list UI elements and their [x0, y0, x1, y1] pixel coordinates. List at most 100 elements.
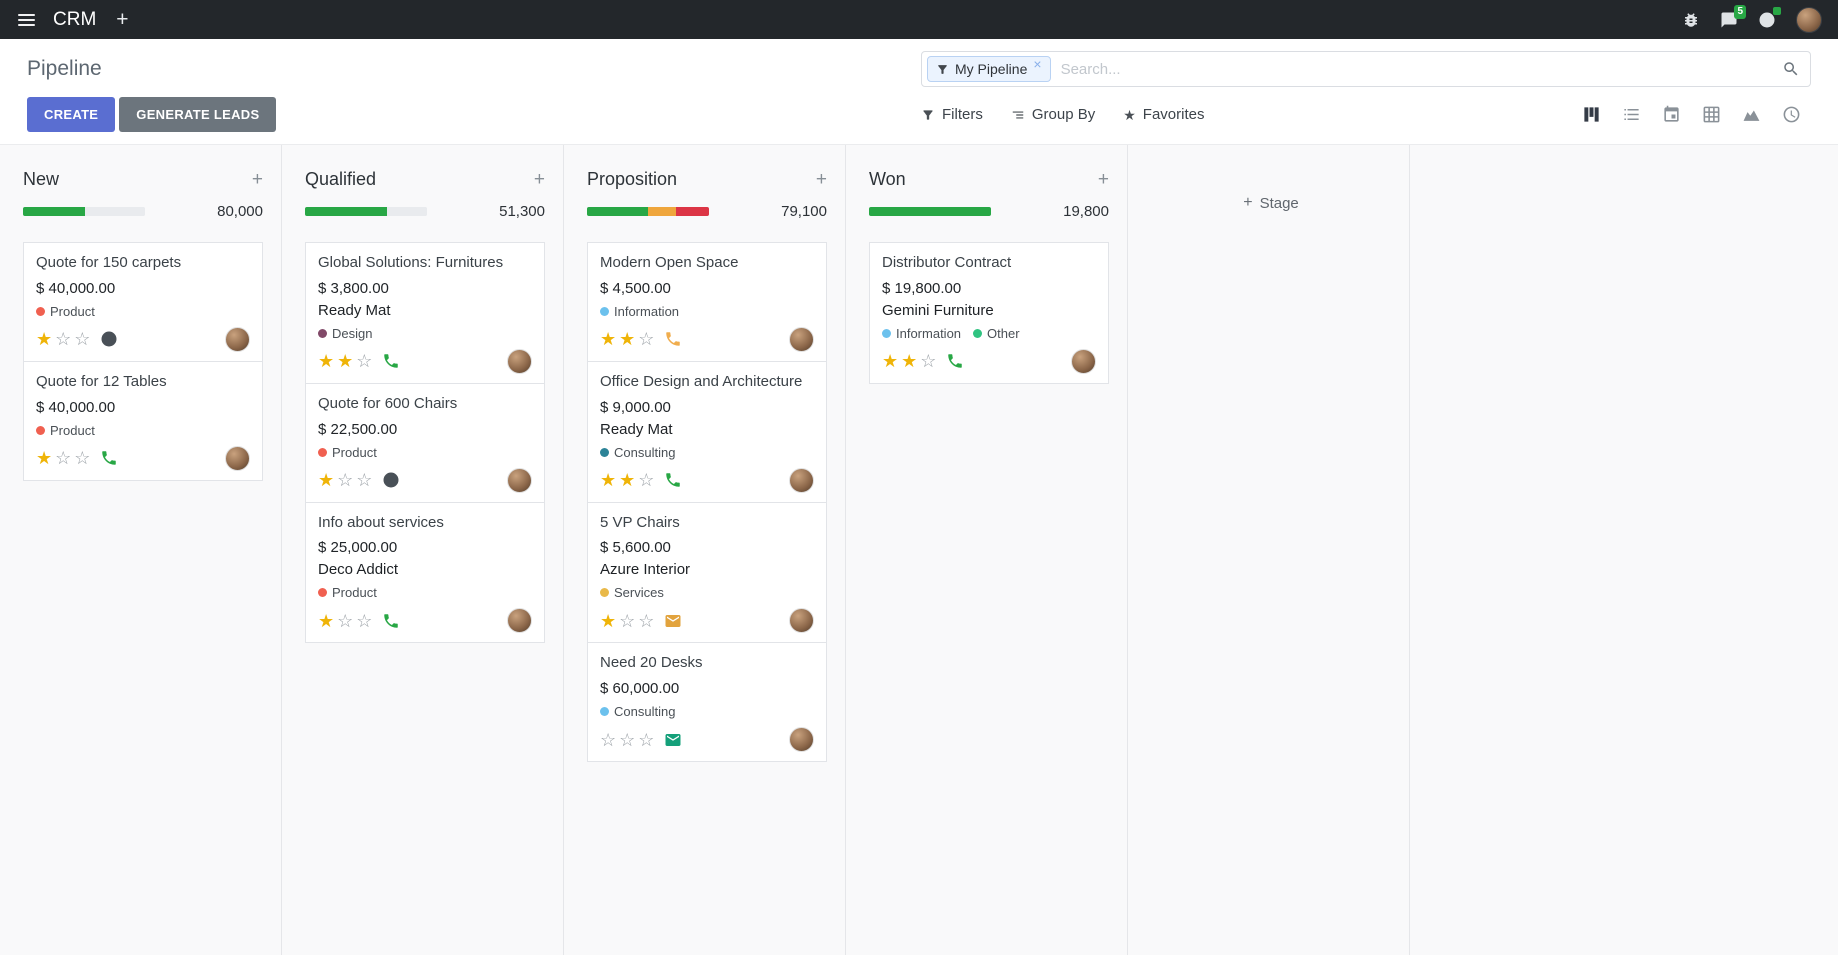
activity-email-icon[interactable] [664, 731, 682, 749]
kanban-card[interactable]: Need 20 Desks $ 60,000.00 Consulting ☆ ☆ ☆ [587, 642, 827, 762]
star-icon: ★ [619, 329, 636, 350]
activity-clock-icon[interactable] [382, 471, 400, 489]
card-amount: $ 60,000.00 [600, 680, 680, 697]
kanban-card[interactable]: Distributor Contract $ 19,800.00 Gemini … [869, 242, 1109, 384]
progress-segment[interactable] [676, 207, 709, 216]
card-amount: $ 9,000.00 [600, 398, 671, 416]
search-icon[interactable] [1782, 60, 1800, 78]
priority-stars[interactable]: ★ ★ ☆ [600, 471, 654, 489]
create-button[interactable]: CREATE [27, 97, 116, 132]
progress-segment[interactable] [85, 207, 145, 216]
priority-stars[interactable]: ★ ☆ ☆ [600, 612, 654, 630]
tag-color-dot [36, 306, 45, 316]
quick-add-icon[interactable]: + [1097, 169, 1109, 190]
salesperson-avatar[interactable] [789, 727, 814, 752]
column-progressbar[interactable] [869, 207, 991, 216]
apps-menu-icon[interactable] [16, 10, 37, 30]
kanban-card[interactable]: Office Design and Architecture $ 9,000.0… [587, 360, 827, 503]
activity-phone-icon[interactable] [946, 352, 964, 370]
card-partner: Ready Mat [318, 301, 391, 319]
column-progressbar[interactable] [305, 207, 427, 216]
salesperson-avatar[interactable] [507, 348, 532, 374]
salesperson-avatar[interactable] [789, 326, 814, 352]
add-menu-icon[interactable]: + [116, 8, 129, 31]
progress-segment[interactable] [305, 207, 387, 216]
salesperson-avatar[interactable] [1071, 348, 1096, 374]
generate-leads-button[interactable]: GENERATE LEADS [119, 97, 277, 132]
priority-stars[interactable]: ★ ☆ ☆ [318, 612, 372, 630]
star-icon: ☆ [337, 470, 354, 490]
tag-color-dot [318, 447, 327, 457]
quick-add-icon[interactable]: + [815, 169, 827, 190]
kanban-card[interactable]: Quote for 150 carpets $ 40,000.00 Produc… [23, 242, 263, 362]
activity-phone-icon[interactable] [664, 330, 682, 348]
graph-view-button[interactable] [1731, 99, 1771, 131]
quick-add-icon[interactable]: + [533, 169, 545, 190]
salesperson-avatar[interactable] [225, 326, 250, 352]
calendar-view-button[interactable] [1651, 99, 1691, 131]
group-by-button[interactable]: Group By [1011, 106, 1095, 123]
card-amount: $ 4,500.00 [600, 279, 671, 297]
activities-badge [1773, 6, 1781, 15]
kanban-card[interactable]: Quote for 12 Tables $ 40,000.00 Product … [23, 360, 263, 481]
progress-segment[interactable] [23, 207, 86, 216]
column-progressbar[interactable] [587, 207, 709, 216]
progress-segment[interactable] [386, 207, 427, 216]
progress-segment[interactable] [869, 207, 991, 216]
activity-phone-icon[interactable] [382, 612, 400, 630]
star-icon: ☆ [638, 470, 655, 490]
search-bar[interactable]: My Pipeline × [921, 51, 1811, 87]
priority-stars[interactable]: ★ ★ ☆ [600, 330, 654, 348]
priority-stars[interactable]: ★ ★ ☆ [318, 352, 372, 370]
priority-stars[interactable]: ★ ☆ ☆ [36, 330, 90, 348]
star-icon: ☆ [74, 448, 91, 468]
salesperson-avatar[interactable] [507, 467, 532, 493]
debug-bug-icon[interactable] [1682, 11, 1700, 29]
priority-stars[interactable]: ★ ☆ ☆ [36, 449, 90, 467]
salesperson-avatar[interactable] [789, 467, 814, 493]
priority-stars[interactable]: ☆ ☆ ☆ [600, 731, 654, 749]
kanban-card[interactable]: 5 VP Chairs $ 5,600.00 Azure Interior Se… [587, 501, 827, 644]
activity-phone-icon[interactable] [664, 471, 682, 489]
activity-phone-icon[interactable] [100, 449, 118, 467]
salesperson-avatar[interactable] [507, 608, 532, 634]
search-facet[interactable]: My Pipeline × [927, 56, 1051, 82]
kanban-view-button[interactable] [1571, 99, 1611, 131]
kanban-column-new: New + 80,000 Quote for 150 carpets $ 40,… [0, 145, 282, 955]
page-title: Pipeline [27, 57, 102, 80]
card-partner: Azure Interior [600, 561, 691, 579]
kanban-card[interactable]: Global Solutions: Furnitures $ 3,800.00 … [305, 242, 545, 384]
activity-clock-icon[interactable] [100, 330, 118, 348]
activity-email-icon[interactable] [664, 612, 682, 630]
pivot-view-button[interactable] [1691, 99, 1731, 131]
activity-view-button[interactable] [1771, 99, 1811, 131]
messages-icon[interactable]: 5 [1720, 4, 1746, 29]
tag: Design [318, 326, 372, 341]
salesperson-avatar[interactable] [225, 445, 250, 471]
list-view-button[interactable] [1611, 99, 1651, 131]
activity-phone-icon[interactable] [382, 352, 400, 370]
progress-segment[interactable] [648, 207, 677, 216]
filters-button[interactable]: Filters [921, 106, 983, 123]
column-progressbar[interactable] [23, 207, 145, 216]
user-menu-avatar[interactable] [1796, 6, 1822, 33]
activity-view-icon [1783, 106, 1799, 123]
quick-add-icon[interactable]: + [251, 169, 263, 190]
add-stage-button[interactable]: + Stage [1151, 194, 1391, 212]
activities-clock-icon[interactable] [1758, 6, 1781, 29]
group-by-layers-icon [1012, 111, 1024, 118]
kanban-card[interactable]: Info about services $ 25,000.00 Deco Add… [305, 501, 545, 644]
progress-segment[interactable] [587, 207, 648, 216]
facet-remove-icon[interactable]: × [1033, 56, 1042, 72]
favorites-button[interactable]: ★ Favorites [1123, 106, 1205, 123]
search-input[interactable] [1050, 60, 1782, 78]
kanban-card[interactable]: Modern Open Space $ 4,500.00 Information… [587, 242, 827, 362]
card-amount: $ 19,800.00 [882, 279, 962, 297]
app-name[interactable]: CRM [53, 8, 97, 30]
kanban-card[interactable]: Quote for 600 Chairs $ 22,500.00 Product… [305, 382, 545, 503]
salesperson-avatar[interactable] [789, 608, 814, 634]
card-title: Modern Open Space [600, 254, 739, 271]
priority-stars[interactable]: ★ ☆ ☆ [318, 471, 372, 489]
priority-stars[interactable]: ★ ★ ☆ [882, 352, 936, 370]
star-icon: ☆ [74, 329, 91, 350]
